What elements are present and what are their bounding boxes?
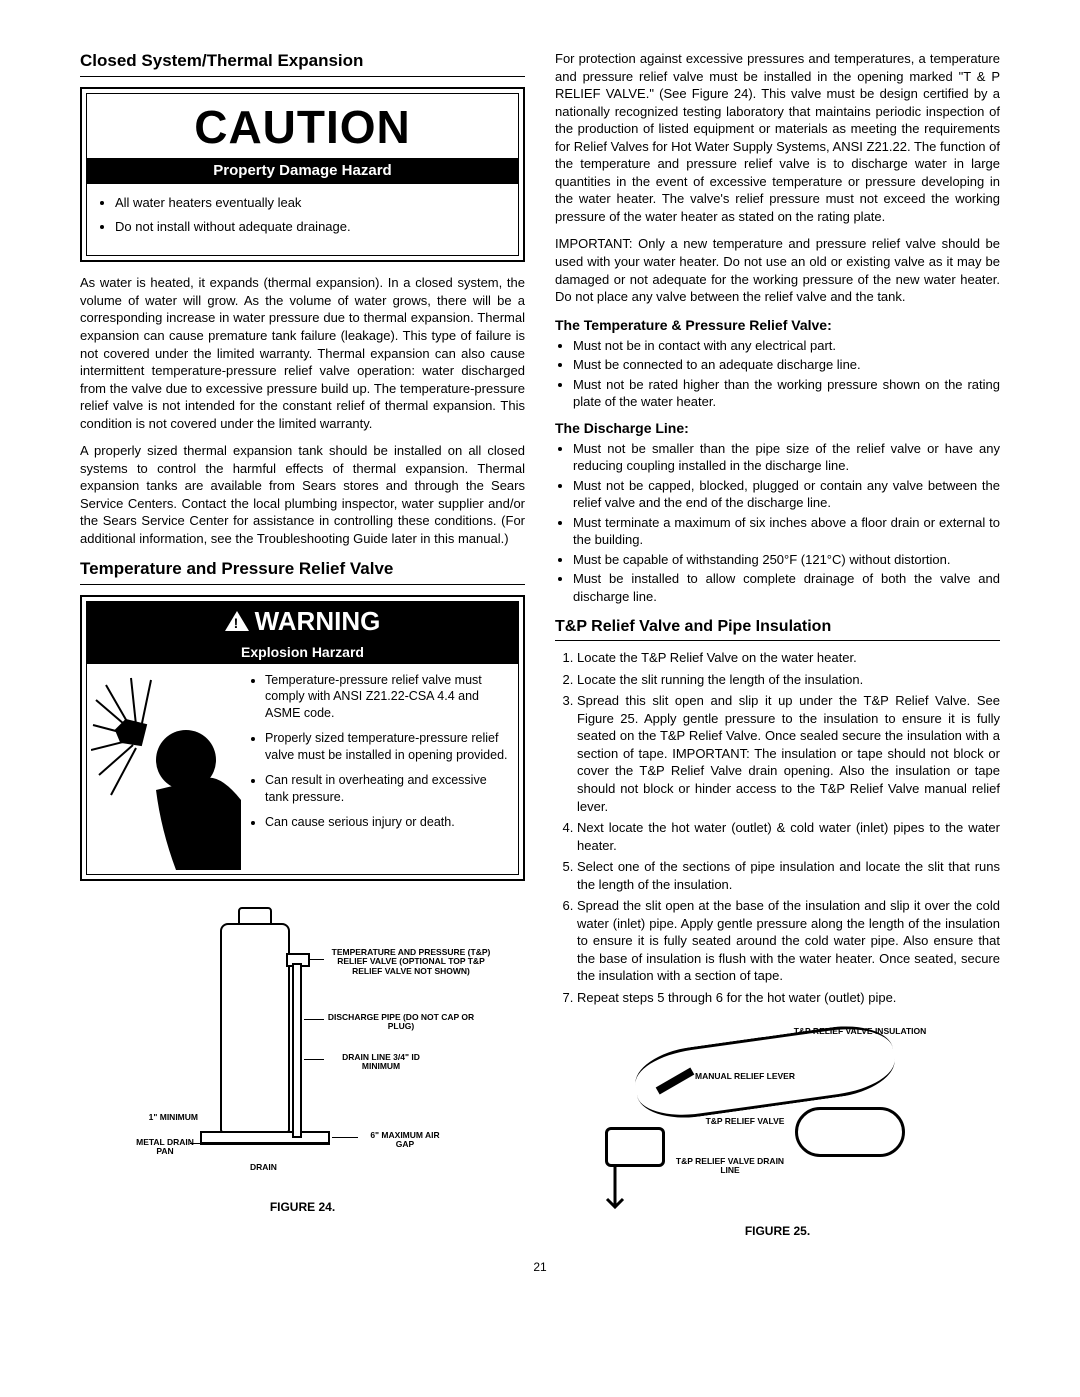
list-item: Must terminate a maximum of six inches a… xyxy=(573,514,1000,549)
warning-title: WARNING xyxy=(87,602,518,641)
list-item: Must be installed to allow complete drai… xyxy=(573,570,1000,605)
fig25-label-lever: MANUAL RELIEF LEVER xyxy=(685,1072,805,1081)
heading-temp-pressure: Temperature and Pressure Relief Valve xyxy=(80,558,525,585)
caution-title: CAUTION xyxy=(87,94,518,158)
paragraph: A properly sized thermal expansion tank … xyxy=(80,442,525,547)
warning-item: Properly sized temperature-pressure reli… xyxy=(265,730,508,764)
list-item: Select one of the sections of pipe insul… xyxy=(577,858,1000,893)
figure-24: TEMPERATURE AND PRESSURE (T&P) RELIEF VA… xyxy=(80,893,525,1215)
fig24-label-tp: TEMPERATURE AND PRESSURE (T&P) RELIEF VA… xyxy=(326,948,496,976)
list-item: Repeat steps 5 through 6 for the hot wat… xyxy=(577,989,1000,1007)
heading-valve-rules: The Temperature & Pressure Relief Valve: xyxy=(555,316,1000,335)
fig24-label-drain: DRAIN xyxy=(250,1163,277,1172)
paragraph: IMPORTANT: Only a new temperature and pr… xyxy=(555,235,1000,305)
warning-item: Temperature-pressure relief valve must c… xyxy=(265,672,508,723)
warning-item: Can cause serious injury or death. xyxy=(265,814,508,831)
fig25-label-valve: T&P RELIEF VALVE xyxy=(695,1117,795,1126)
list-item: Spread this slit open and slip it up und… xyxy=(577,692,1000,815)
fig25-label-insu: T&P RELIEF VALVE INSULATION xyxy=(790,1027,930,1036)
list-item: Locate the T&P Relief Valve on the water… xyxy=(577,649,1000,667)
caution-subtitle: Property Damage Hazard xyxy=(87,158,518,184)
figure-24-caption: FIGURE 24. xyxy=(80,1199,525,1215)
fig24-label-drainline: DRAIN LINE 3/4" ID MINIMUM xyxy=(326,1053,436,1072)
fig24-label-onemin: 1" MINIMUM xyxy=(130,1113,198,1122)
figure-25-caption: FIGURE 25. xyxy=(555,1223,1000,1239)
paragraph: As water is heated, it expands (thermal … xyxy=(80,274,525,432)
list-item: Must not be smaller than the pipe size o… xyxy=(573,440,1000,475)
paragraph: For protection against excessive pressur… xyxy=(555,50,1000,225)
fig25-label-drain: T&P RELIEF VALVE DRAIN LINE xyxy=(675,1157,785,1176)
heading-discharge-rules: The Discharge Line: xyxy=(555,419,1000,438)
caution-list: All water heaters eventually leak Do not… xyxy=(87,184,518,255)
caution-item: Do not install without adequate drainage… xyxy=(115,218,500,236)
warning-subtitle: Explosion Harzard xyxy=(87,641,518,664)
list-item: Locate the slit running the length of th… xyxy=(577,671,1000,689)
list-item: Spread the slit open at the base of the … xyxy=(577,897,1000,985)
discharge-rules-list: Must not be smaller than the pipe size o… xyxy=(555,440,1000,606)
list-item: Next locate the hot water (outlet) & col… xyxy=(577,819,1000,854)
heading-closed-system: Closed System/Thermal Expansion xyxy=(80,50,525,77)
warning-item: Can result in overheating and excessive … xyxy=(265,772,508,806)
tp-steps-list: Locate the T&P Relief Valve on the water… xyxy=(555,649,1000,1006)
caution-item: All water heaters eventually leak xyxy=(115,194,500,212)
list-item: Must not be in contact with any electric… xyxy=(573,337,1000,355)
fig24-label-metalpan: METAL DRAIN PAN xyxy=(130,1138,200,1157)
warning-list: Temperature-pressure relief valve must c… xyxy=(245,664,514,847)
caution-box: CAUTION Property Damage Hazard All water… xyxy=(80,87,525,262)
valve-rules-list: Must not be in contact with any electric… xyxy=(555,337,1000,411)
warning-triangle-icon xyxy=(225,611,249,631)
warning-box: WARNING Explosion Harzard xyxy=(80,595,525,882)
warning-title-text: WARNING xyxy=(255,604,381,639)
heading-tp-insulation: T&P Relief Valve and Pipe Insulation xyxy=(555,616,1000,642)
list-item: Must not be capped, blocked, plugged or … xyxy=(573,477,1000,512)
page-number: 21 xyxy=(80,1259,1000,1275)
fig24-label-discharge: DISCHARGE PIPE (DO NOT CAP OR PLUG) xyxy=(326,1013,476,1032)
fig24-label-airgap: 6" MAXIMUM AIR GAP xyxy=(360,1131,450,1150)
list-item: Must be capable of withstanding 250°F (1… xyxy=(573,551,1000,569)
list-item: Must not be rated higher than the workin… xyxy=(573,376,1000,411)
explosion-illustration xyxy=(87,664,245,875)
list-item: Must be connected to an adequate dischar… xyxy=(573,356,1000,374)
figure-25: T&P RELIEF VALVE INSULATION MANUAL RELIE… xyxy=(555,1017,1000,1239)
